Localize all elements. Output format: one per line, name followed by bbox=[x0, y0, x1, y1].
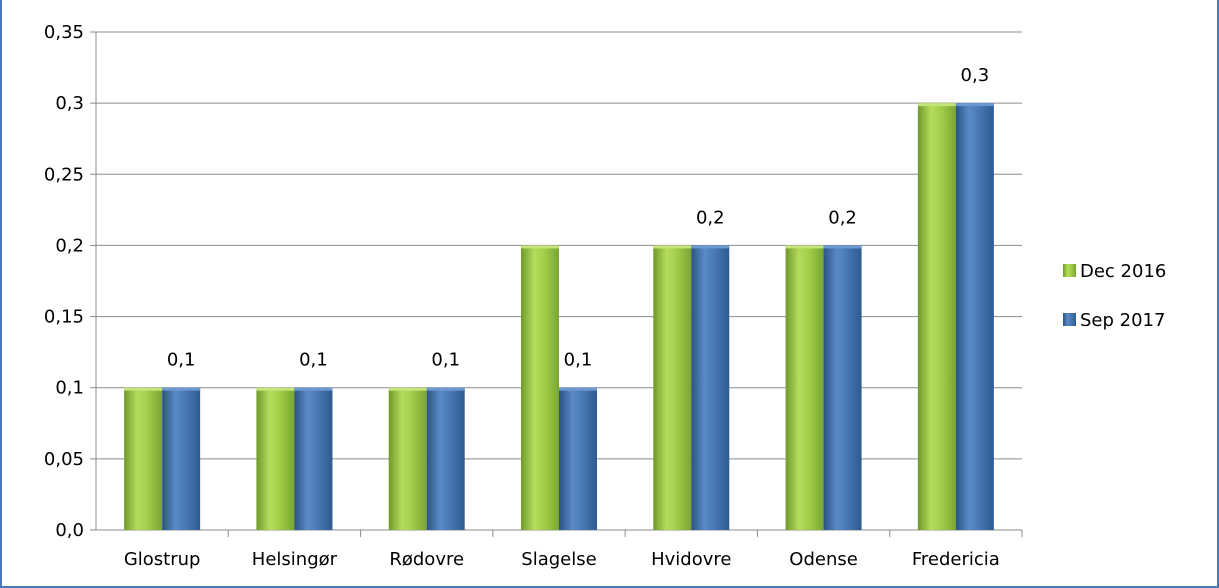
data-label: 0,1 bbox=[431, 350, 460, 371]
y-tick-label: 0,0 bbox=[55, 520, 84, 541]
bar-dec-2016 bbox=[124, 387, 163, 530]
bar-top-highlight bbox=[124, 387, 163, 391]
bar-top-highlight bbox=[256, 387, 295, 391]
bar-dec-2016 bbox=[256, 387, 295, 530]
bar-sep-2017 bbox=[955, 103, 994, 531]
data-label: 0,3 bbox=[961, 65, 990, 86]
bars bbox=[124, 103, 994, 531]
bar-top-highlight bbox=[388, 387, 427, 391]
bar-sep-2017 bbox=[426, 387, 465, 530]
y-tick-label: 0,2 bbox=[55, 235, 84, 256]
bar-dec-2016 bbox=[388, 387, 427, 530]
bar-sep-2017 bbox=[162, 387, 201, 530]
bar-sep-2017 bbox=[691, 245, 730, 530]
bar-top-highlight bbox=[653, 245, 692, 249]
x-tick-label: Glostrup bbox=[124, 549, 201, 570]
data-label: 0,2 bbox=[828, 207, 857, 228]
data-label: 0,2 bbox=[696, 207, 725, 228]
x-tick-label: Rødovre bbox=[389, 549, 464, 570]
bar-dec-2016 bbox=[653, 245, 692, 530]
x-tick-label: Odense bbox=[789, 549, 858, 570]
bar-sep-2017 bbox=[559, 387, 597, 530]
legend-label: Dec 2016 bbox=[1080, 261, 1166, 282]
bar-dec-2016 bbox=[785, 245, 824, 530]
bar-top-highlight bbox=[917, 103, 956, 107]
bar-top-highlight bbox=[426, 387, 465, 391]
bar-dec-2016 bbox=[917, 103, 956, 531]
legend-swatch bbox=[1063, 313, 1076, 326]
data-label: 0,1 bbox=[564, 350, 593, 371]
legend: Dec 2016 Sep 2017 bbox=[1063, 261, 1166, 331]
legend-label: Sep 2017 bbox=[1080, 310, 1165, 331]
x-tick-label: Helsingør bbox=[252, 549, 338, 570]
y-tick-label: 0,05 bbox=[44, 449, 84, 470]
x-tick-label: Slagelse bbox=[521, 549, 596, 570]
bar-top-highlight bbox=[823, 245, 862, 249]
bar-top-highlight bbox=[294, 387, 333, 391]
data-label: 0,1 bbox=[299, 350, 328, 371]
data-labels: 0,1 0,1 0,1 0,1 0,2 0,2 0,3 bbox=[167, 65, 989, 371]
y-tick-label: 0,15 bbox=[44, 307, 84, 328]
legend-swatch bbox=[1063, 264, 1076, 277]
bar-top-highlight bbox=[521, 245, 559, 249]
x-tick-label: Hvidovre bbox=[651, 549, 731, 570]
y-tick-label: 0,3 bbox=[55, 93, 84, 114]
bar-top-highlight bbox=[162, 387, 201, 391]
x-tick-label: Fredericia bbox=[912, 549, 1000, 570]
bar-dec-2016 bbox=[521, 245, 559, 530]
y-tick-label: 0,35 bbox=[44, 22, 84, 43]
bar-sep-2017 bbox=[294, 387, 333, 530]
bar-sep-2017 bbox=[823, 245, 862, 530]
y-tick-label: 0,25 bbox=[44, 164, 84, 185]
bar-top-highlight bbox=[785, 245, 824, 249]
bar-top-highlight bbox=[559, 387, 597, 391]
bar-top-highlight bbox=[955, 103, 994, 107]
data-label: 0,1 bbox=[167, 350, 196, 371]
axes: 0,0 0,05 0,1 0,15 0,2 0,25 0,3 0,35 Glostrup Hels… bbox=[44, 22, 1023, 570]
y-tick-label: 0,1 bbox=[55, 378, 84, 399]
bar-top-highlight bbox=[691, 245, 730, 249]
